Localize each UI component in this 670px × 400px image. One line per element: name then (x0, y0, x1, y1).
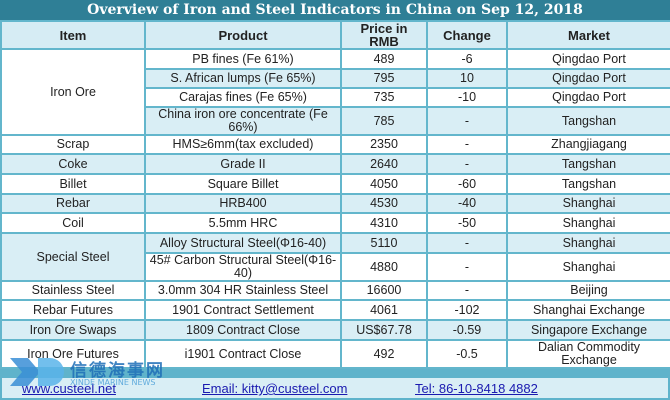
product-cell: HRB400 (144, 193, 342, 214)
change-cell: -60 (426, 173, 508, 195)
price-cell: 2350 (340, 134, 428, 155)
market-cell: Beijing (506, 280, 670, 301)
market-cell: Shanghai (506, 193, 670, 214)
market-cell: Dalian Commodity Exchange (506, 339, 670, 369)
change-cell: -40 (426, 193, 508, 214)
item-cell: Iron Ore Futures (0, 339, 146, 369)
item-cell: Rebar (0, 193, 146, 214)
change-cell: -6 (426, 48, 508, 70)
price-cell: 795 (340, 68, 428, 89)
table-row: Coke Grade II 2640- Tangshan (0, 153, 670, 175)
product-cell: Square Billet (144, 173, 342, 195)
product-cell: PB fines (Fe 61%) (144, 48, 342, 70)
table-row: Coil 5.5mm HRC 4310 -50 Shanghai (0, 212, 670, 234)
change-cell: - (426, 134, 508, 155)
item-cell: Billet (0, 173, 146, 195)
table-row: S. African lumps (Fe 65%) 795 10 Qingdao Po… (1, 68, 670, 89)
item-cell: Iron Ore (0, 48, 146, 136)
item-cell: Coke (0, 153, 146, 175)
header-item: Item (0, 20, 146, 50)
change-cell: - (426, 153, 508, 175)
price-cell: 4530 (340, 193, 428, 214)
market-cell: Tangshan (506, 173, 670, 195)
market-cell: Qingdao Port (506, 87, 670, 108)
change-cell: -0.59 (426, 319, 508, 341)
table-row: 45# Carbon Structural Steel(Φ16-40) 4880-… (1, 252, 670, 282)
change-cell: - (426, 252, 508, 282)
header-price: Price in RMB (340, 20, 428, 50)
price-cell: US$67.78 (340, 319, 428, 341)
product-cell: 5.5mm HRC (144, 212, 342, 234)
item-cell: Iron Ore Swaps (0, 319, 146, 341)
table-title: Overview of Iron and Steel Indicators in… (0, 0, 670, 20)
website-link[interactable]: www.custeel.net (22, 381, 116, 396)
product-cell: i1901 Contract Close (144, 339, 342, 369)
market-cell: Zhangjiagang (506, 134, 670, 155)
table-row: Carajas fines (Fe 65%) 735 -10 Qingdao Port (1, 87, 670, 108)
table-row: Stainless Steel 3.0mm 304 HR Stainless St… (0, 280, 670, 301)
product-cell: China iron ore concentrate (Fe 66%) (144, 106, 342, 136)
product-cell: Grade II (144, 153, 342, 175)
price-cell: 4310 (340, 212, 428, 234)
product-cell: Alloy Structural Steel(Φ16-40) (144, 232, 342, 254)
table-row: Rebar Futures 1901 Contract Settlement 406… (0, 299, 670, 321)
table-row: Iron Ore Futures i1901 Contract Close 492-… (0, 339, 670, 369)
email-link[interactable]: Email: kitty@custeel.com (202, 381, 348, 396)
header-market: Market (506, 20, 670, 50)
change-cell: -0.5 (426, 339, 508, 369)
price-cell: 2640 (340, 153, 428, 175)
header-change: Change (426, 20, 508, 50)
product-cell: 3.0mm 304 HR Stainless Steel (144, 280, 342, 301)
table-row: Billet Square Billet 4050 -60 Tangshan (0, 173, 670, 195)
item-cell: Scrap (0, 134, 146, 155)
product-cell: 45# Carbon Structural Steel(Φ16-40) (144, 252, 342, 282)
market-cell: Qingdao Port (506, 48, 670, 70)
table-row: China iron ore concentrate (Fe 66%) 785- T… (1, 106, 670, 136)
footer: www.custeel.net Email: kitty@custeel.com… (2, 378, 668, 398)
table-row: Rebar HRB400 4530 -40 Shanghai (0, 193, 670, 214)
product-cell: S. African lumps (Fe 65%) (144, 68, 342, 89)
product-cell: 1901 Contract Settlement (144, 299, 342, 321)
price-cell: 492 (340, 339, 428, 369)
market-cell: Shanghai (506, 212, 670, 234)
change-cell: -50 (426, 212, 508, 234)
price-cell: 4050 (340, 173, 428, 195)
table-row: Scrap HMS≥6mm(tax excluded) 2350- Zhangjiag… (0, 134, 670, 155)
market-cell: Shanghai (506, 252, 670, 282)
item-cell: Coil (0, 212, 146, 234)
table-row: Iron Ore Swaps 1809 Contract Close US$67.7… (0, 319, 670, 341)
header-row: Item Product Price in RMB Change Market (0, 20, 670, 50)
price-cell: 4880 (340, 252, 428, 282)
change-cell: -10 (426, 87, 508, 108)
price-cell: 735 (340, 87, 428, 108)
price-cell: 785 (340, 106, 428, 136)
market-cell: Singapore Exchange (506, 319, 670, 341)
price-cell: 4061 (340, 299, 428, 321)
change-cell: -102 (426, 299, 508, 321)
market-cell: Tangshan (506, 153, 670, 175)
item-cell: Rebar Futures (0, 299, 146, 321)
price-cell: 489 (340, 48, 428, 70)
change-cell: - (426, 280, 508, 301)
table-row: Iron Ore PB fines (Fe 61%) 489 -6 Qingdao Po… (0, 48, 670, 136)
product-cell: 1809 Contract Close (144, 319, 342, 341)
market-cell: Shanghai (506, 232, 670, 254)
header-product: Product (144, 20, 342, 50)
item-cell: Special Steel (0, 232, 146, 282)
market-cell: Shanghai Exchange (506, 299, 670, 321)
market-cell: Tangshan (506, 106, 670, 136)
price-cell: 5110 (340, 232, 428, 254)
product-cell: Carajas fines (Fe 65%) (144, 87, 342, 108)
table-row: Special Steel Alloy Structural Steel(Φ16-… (0, 232, 670, 282)
tel-link[interactable]: Tel: 86-10-8418 4882 (415, 381, 538, 396)
price-cell: 16600 (340, 280, 428, 301)
market-cell: Qingdao Port (506, 68, 670, 89)
change-cell: 10 (426, 68, 508, 89)
change-cell: - (426, 232, 508, 254)
item-cell: Stainless Steel (0, 280, 146, 301)
indicators-table: Item Product Price in RMB Change Market … (0, 20, 670, 369)
product-cell: HMS≥6mm(tax excluded) (144, 134, 342, 155)
change-cell: - (426, 106, 508, 136)
